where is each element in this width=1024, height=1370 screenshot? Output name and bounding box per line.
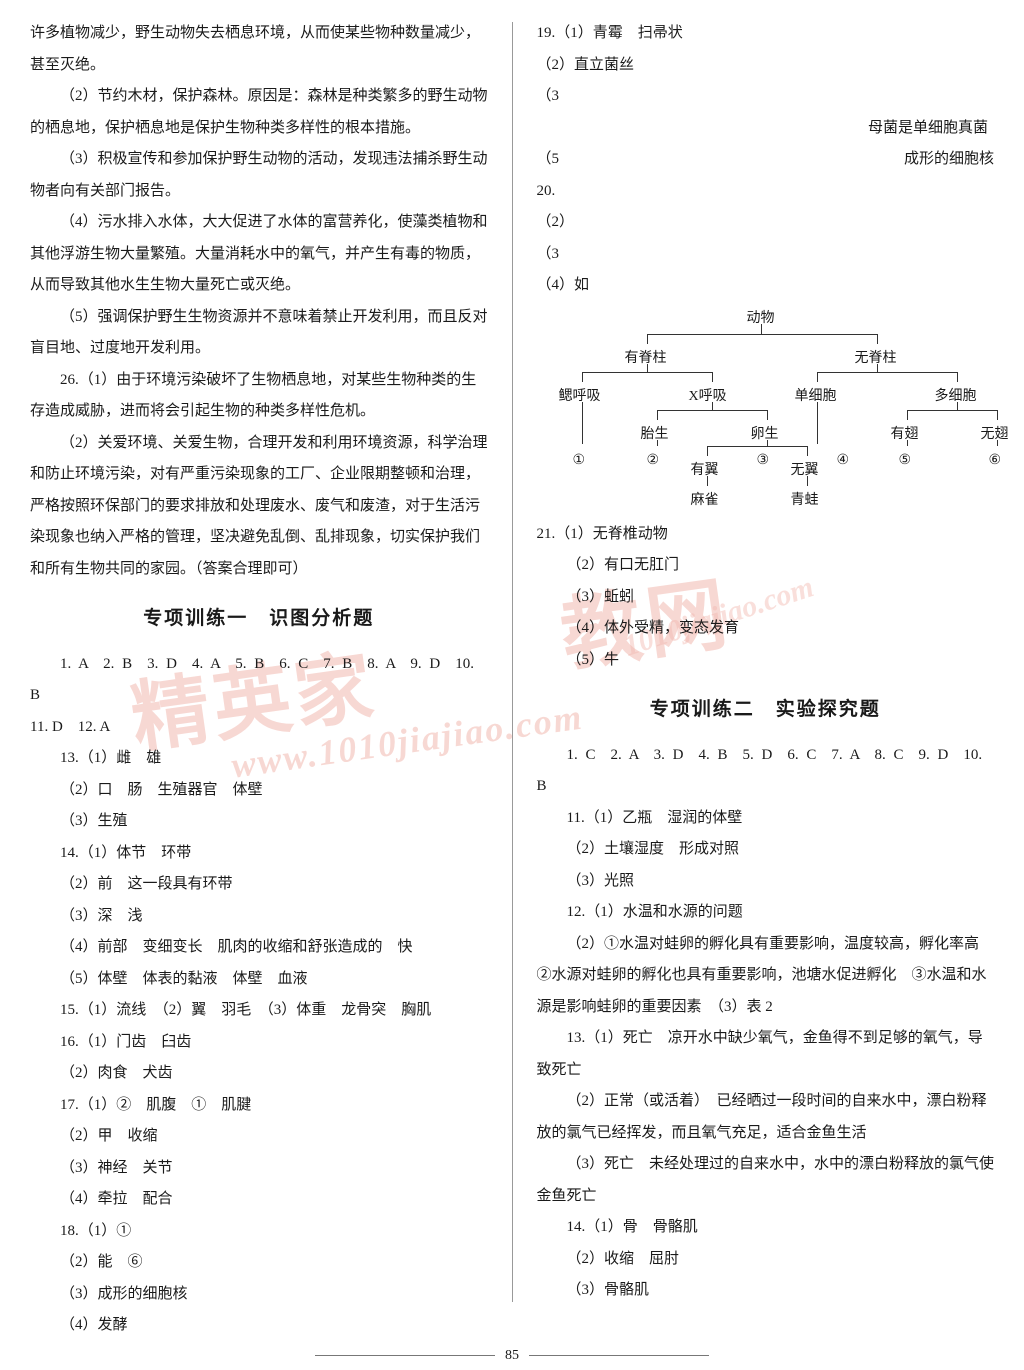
right-q19-side1: 母菌是单细胞真菌	[537, 113, 995, 145]
tree-l1b: 无脊柱	[855, 344, 897, 373]
right-q14r-2: （2）收缩 屈肘	[537, 1244, 995, 1276]
left-q14-2: （2）前 这一段具有环带	[30, 869, 488, 901]
right-column: 19.（1）青霉 扫帚状 （2）直立菌丝 （3 母菌是单细胞真菌 （5 成形的细…	[537, 18, 995, 1318]
tree-l3c: 有翅	[891, 420, 919, 449]
left-mc-row2: 11. D 12. A	[30, 712, 488, 744]
tree-l2d: 多细胞	[935, 382, 977, 411]
page-root: 教网 精英家 www.1010jiajiao.com 1010jiajiao.c…	[0, 0, 1024, 1370]
left-p4: （4）污水排入水体，大大促进了水体的富营养化，使藻类植物和其他浮游生物大量繁殖。…	[30, 207, 488, 302]
right-q19-3: （3	[537, 81, 560, 113]
tree-l2a: 鳃呼吸	[559, 382, 601, 411]
left-q18-3: （3）成形的细胞核	[30, 1279, 488, 1311]
tree-leaf-1: ①	[573, 446, 586, 475]
left-q17-1: 17.（1）② 肌腹 ① 肌腱	[30, 1090, 488, 1122]
tree-l5b: 青蛙	[791, 486, 819, 515]
right-q13r-1: 13.（1）死亡 凉开水中缺少氧气，金鱼得不到足够的氧气，导致死亡	[537, 1023, 995, 1086]
tree-l4b: 无翼	[791, 456, 819, 485]
right-q13r-2: （2）正常（或活着） 已经晒过一段时间的自来水中，漂白粉释放的氯气已经挥发，而且…	[537, 1086, 995, 1149]
tree-leaf-6: ⑥	[989, 446, 1002, 475]
left-p1: 许多植物减少，野生动物失去栖息环境，从而使某些物种数量减少，甚至灭绝。	[30, 18, 488, 81]
classification-tree: 动物 有脊柱 无脊柱 鳃呼吸 X呼吸 单细胞 多细	[537, 304, 995, 519]
right-q14r-3: （3）骨骼肌	[537, 1275, 995, 1307]
tree-leaf-3: ③	[757, 446, 770, 475]
page-number: 85	[0, 1348, 1024, 1364]
tree-leaf-2: ②	[647, 446, 660, 475]
right-q21-3: （3）蚯蚓	[537, 582, 995, 614]
tree-l2c: 单细胞	[795, 382, 837, 411]
left-q13-3: （3）生殖	[30, 806, 488, 838]
right-q14r-1: 14.（1）骨 骨骼肌	[537, 1212, 995, 1244]
right-q19-1: 19.（1）青霉 扫帚状	[537, 18, 995, 50]
right-mc-row1: 1. C 2. A 3. D 4. B 5. D 6. C 7. A 8. C …	[537, 740, 995, 803]
right-q20: 20.	[537, 176, 995, 208]
tree-l4a: 有翼	[691, 456, 719, 485]
left-q17-2: （2）甲 收缩	[30, 1121, 488, 1153]
right-q19-5: （5	[537, 144, 560, 176]
right-q21-1: 21.（1）无脊椎动物	[537, 519, 995, 551]
tree-l5a: 麻雀	[691, 486, 719, 515]
section1-title: 专项训练一 识图分析题	[30, 599, 488, 639]
left-q14-1: 14.（1）体节 环带	[30, 838, 488, 870]
left-q14-5: （5）体壁 体表的黏液 体壁 血液	[30, 964, 488, 996]
column-container: 许多植物减少，野生动物失去栖息环境，从而使某些物种数量减少，甚至灭绝。 （2）节…	[30, 18, 994, 1318]
left-p7: （2）关爱环境、关爱生物，合理开发和利用环境资源，科学治理和防止环境污染，对有严…	[30, 428, 488, 586]
tree-leaf-5: ⑤	[899, 446, 912, 475]
right-q20-3: （3	[537, 239, 995, 271]
right-q21-2: （2）有口无肛门	[537, 550, 995, 582]
right-q12-2: （2）①水温对蛙卵的孵化具有重要影响，温度较高，孵化率高 ②水源对蛙卵的孵化也具…	[537, 929, 995, 1024]
right-q11-2: （2）土壤湿度 形成对照	[537, 834, 995, 866]
left-q18-1: 18.（1）①	[30, 1216, 488, 1248]
left-q17-3: （3）神经 关节	[30, 1153, 488, 1185]
left-column: 许多植物减少，野生动物失去栖息环境，从而使某些物种数量减少，甚至灭绝。 （2）节…	[30, 18, 488, 1318]
left-q17-4: （4）牵拉 配合	[30, 1184, 488, 1216]
right-q13r-3: （3）死亡 未经处理过的自来水中，水中的漂白粉释放的氯气使金鱼死亡	[537, 1149, 995, 1212]
right-q11-3: （3）光照	[537, 866, 995, 898]
right-q21-4: （4）体外受精，变态发育	[537, 613, 995, 645]
right-q12-1: 12.（1）水温和水源的问题	[537, 897, 995, 929]
right-q21-5: （5）牛	[537, 645, 995, 677]
left-p5: （5）强调保护野生生物资源并不意味着禁止开发利用，而且反对盲目地、过度地开发利用…	[30, 302, 488, 365]
tree-l2b: X呼吸	[689, 382, 727, 411]
right-q20-4: （4）如	[537, 270, 995, 302]
right-q19-side2: 成形的细胞核	[904, 144, 994, 176]
left-mc-row1: 1. A 2. B 3. D 4. A 5. B 6. C 7. B 8. A …	[30, 649, 488, 712]
right-q20-2: （2）	[537, 207, 995, 239]
left-q15: 15.（1）流线 （2）翼 羽毛 （3）体重 龙骨突 胸肌	[30, 995, 488, 1027]
left-q18-2: （2）能 ⑥	[30, 1247, 488, 1279]
tree-l3b: 卵生	[751, 420, 779, 449]
left-q13-1: 13.（1）雌 雄	[30, 743, 488, 775]
right-q19-2: （2）直立菌丝	[537, 50, 995, 82]
left-q16-2: （2）肉食 犬齿	[30, 1058, 488, 1090]
left-q14-3: （3）深 浅	[30, 901, 488, 933]
left-q16-1: 16.（1）门齿 臼齿	[30, 1027, 488, 1059]
tree-l1a: 有脊柱	[625, 344, 667, 373]
left-q13-2: （2）口 肠 生殖器官 体壁	[30, 775, 488, 807]
tree-l3d: 无翅	[981, 420, 1009, 449]
left-p3: （3）积极宣传和参加保护野生动物的活动，发现违法捕杀野生动物者向有关部门报告。	[30, 144, 488, 207]
right-q11-1: 11.（1）乙瓶 湿润的体壁	[537, 803, 995, 835]
tree-l3a: 胎生	[641, 420, 669, 449]
section2-title: 专项训练二 实验探究题	[537, 690, 995, 730]
left-q14-4: （4）前部 变细变长 肌肉的收缩和舒张造成的 快	[30, 932, 488, 964]
left-q18-4: （4）发酵	[30, 1310, 488, 1342]
column-divider	[512, 22, 513, 1302]
left-p6: 26.（1）由于环境污染破坏了生物栖息地，对某些生物种类的生存造成威胁，进而将会…	[30, 365, 488, 428]
tree-leaf-4: ④	[837, 446, 850, 475]
left-p2: （2）节约木材，保护森林。原因是：森林是种类繁多的野生动物的栖息地，保护栖息地是…	[30, 81, 488, 144]
